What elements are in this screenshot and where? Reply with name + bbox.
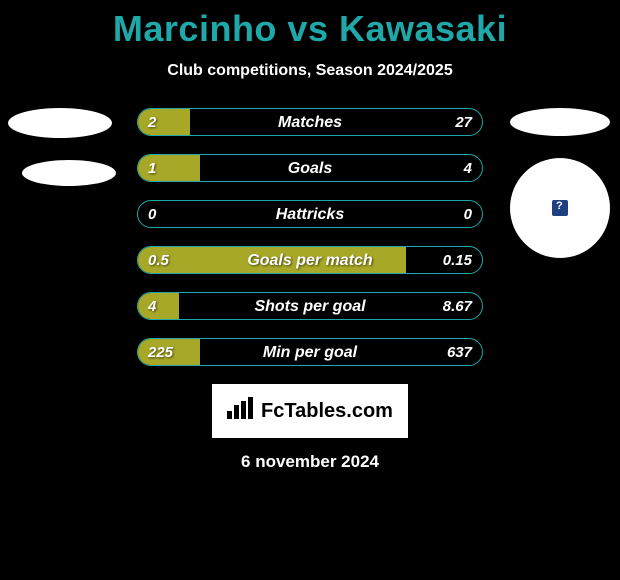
unknown-icon bbox=[552, 200, 568, 216]
metric-row: 0.50.15Goals per match bbox=[0, 246, 620, 274]
metric-label: Shots per goal bbox=[138, 293, 482, 320]
right-avatar-placeholder-1 bbox=[510, 108, 610, 136]
subtitle: Club competitions, Season 2024/2025 bbox=[0, 62, 620, 80]
bar-container: 14Goals bbox=[137, 154, 483, 182]
bar-container: 00Hattricks bbox=[137, 200, 483, 228]
comparison-chart: 227Matches 14Goals 00Hattricks 0.50.15Goals… bbox=[0, 108, 620, 366]
metric-label: Goals per match bbox=[138, 247, 482, 274]
logo: FcTables.com bbox=[227, 397, 393, 425]
bar-container: 48.67Shots per goal bbox=[137, 292, 483, 320]
logo-text: FcTables.com bbox=[261, 400, 393, 423]
left-avatar-placeholder-1 bbox=[8, 108, 112, 138]
left-avatar-placeholder-2 bbox=[22, 160, 116, 186]
metric-label: Goals bbox=[138, 155, 482, 182]
metric-label: Hattricks bbox=[138, 201, 482, 228]
metric-label: Matches bbox=[138, 109, 482, 136]
logo-box: FcTables.com bbox=[212, 384, 408, 438]
page-title: Marcinho vs Kawasaki bbox=[0, 0, 620, 50]
metric-row: 225637Min per goal bbox=[0, 338, 620, 366]
right-avatar-placeholder-2 bbox=[510, 158, 610, 258]
bar-container: 0.50.15Goals per match bbox=[137, 246, 483, 274]
metric-row: 48.67Shots per goal bbox=[0, 292, 620, 320]
metric-label: Min per goal bbox=[138, 339, 482, 366]
logo-bars-icon bbox=[227, 397, 255, 425]
date: 6 november 2024 bbox=[0, 452, 620, 472]
bar-container: 225637Min per goal bbox=[137, 338, 483, 366]
bar-container: 227Matches bbox=[137, 108, 483, 136]
